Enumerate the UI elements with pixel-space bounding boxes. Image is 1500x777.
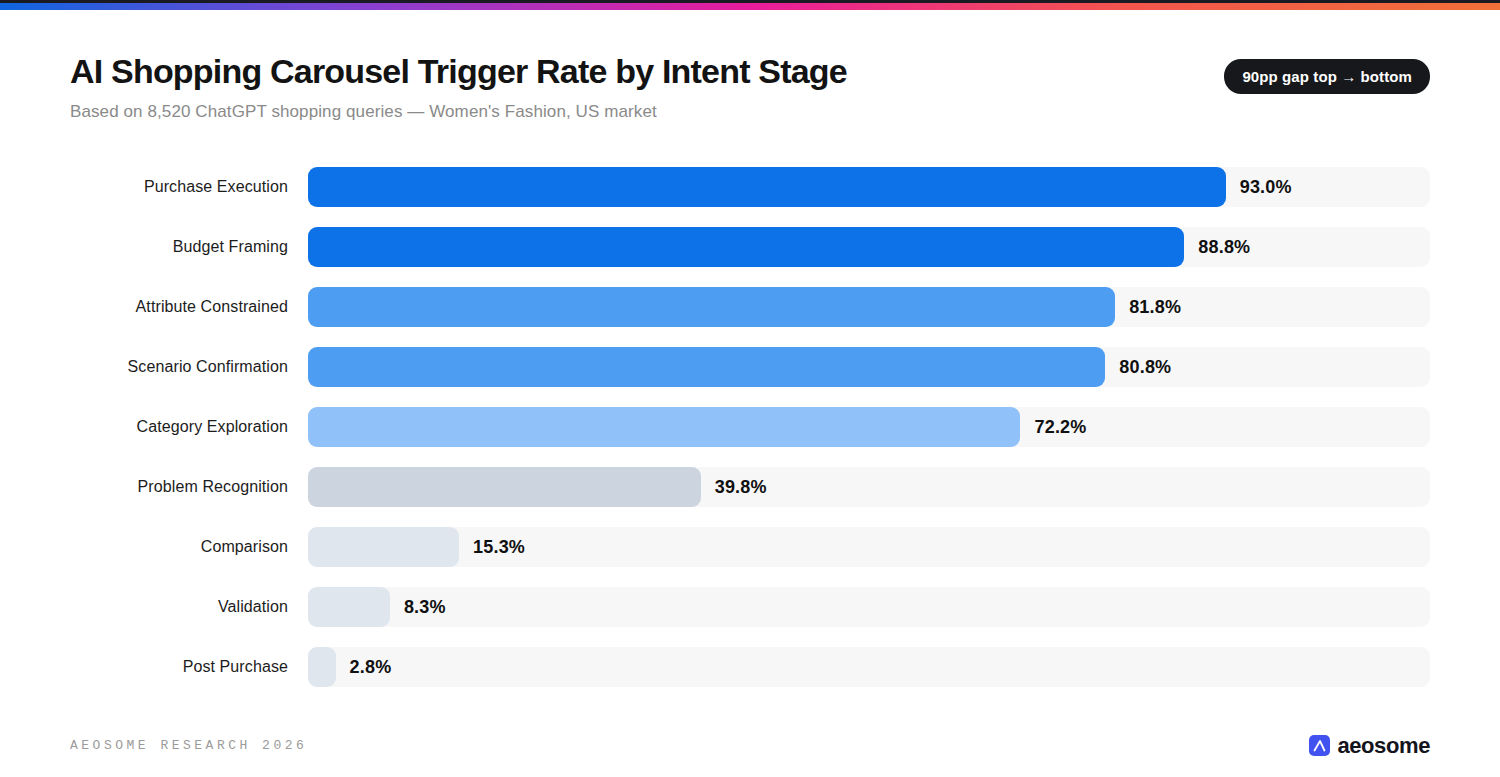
bar (308, 587, 390, 627)
category-label: Attribute Constrained (70, 298, 288, 316)
footer-research-label: AEOSOME RESEARCH 2026 (70, 738, 307, 753)
bar (308, 347, 1105, 387)
header: AI Shopping Carousel Trigger Rate by Int… (70, 52, 1430, 122)
bar-chart: Purchase Execution 93.0% Budget Framing 88.… (70, 167, 1430, 687)
bar-track: 8.3% (308, 587, 1430, 627)
value-label: 93.0% (1240, 177, 1292, 198)
chart-row: Problem Recognition 39.8% (70, 467, 1430, 507)
page-subtitle: Based on 8,520 ChatGPT shopping queries … (70, 102, 847, 122)
chart-row: Post Purchase 2.8% (70, 647, 1430, 687)
category-label: Budget Framing (70, 238, 288, 256)
chart-row: Comparison 15.3% (70, 527, 1430, 567)
bar-track: 88.8% (308, 227, 1430, 267)
gap-badge: 90pp gap top → bottom (1224, 59, 1430, 94)
bar-track: 80.8% (308, 347, 1430, 387)
bar (308, 407, 1020, 447)
bar (308, 647, 336, 687)
footer: AEOSOME RESEARCH 2026 aeosome (70, 735, 1430, 756)
infographic-content: AI Shopping Carousel Trigger Rate by Int… (0, 52, 1500, 756)
bar (308, 527, 459, 567)
bar (308, 467, 701, 507)
bar-track: 15.3% (308, 527, 1430, 567)
brand-wordmark: aeosome (1337, 735, 1430, 756)
bar-track: 2.8% (308, 647, 1430, 687)
brand-logo: aeosome (1309, 735, 1430, 756)
bar (308, 287, 1115, 327)
bar-track: 93.0% (308, 167, 1430, 207)
category-label: Problem Recognition (70, 478, 288, 496)
page-title: AI Shopping Carousel Trigger Rate by Int… (70, 52, 847, 90)
chart-row: Attribute Constrained 81.8% (70, 287, 1430, 327)
category-label: Category Exploration (70, 418, 288, 436)
category-label: Validation (70, 598, 288, 616)
chart-row: Validation 8.3% (70, 587, 1430, 627)
category-label: Scenario Confirmation (70, 358, 288, 376)
bar-track: 81.8% (308, 287, 1430, 327)
bar-track: 39.8% (308, 467, 1430, 507)
value-label: 81.8% (1129, 297, 1181, 318)
category-label: Comparison (70, 538, 288, 556)
chart-row: Budget Framing 88.8% (70, 227, 1430, 267)
value-label: 15.3% (473, 537, 525, 558)
aeosome-logo-icon (1309, 735, 1330, 756)
bar-track: 72.2% (308, 407, 1430, 447)
value-label: 72.2% (1034, 417, 1086, 438)
bar (308, 167, 1226, 207)
chart-row: Category Exploration 72.2% (70, 407, 1430, 447)
value-label: 39.8% (715, 477, 767, 498)
title-block: AI Shopping Carousel Trigger Rate by Int… (70, 52, 847, 122)
value-label: 2.8% (350, 657, 392, 678)
value-label: 8.3% (404, 597, 446, 618)
value-label: 88.8% (1198, 237, 1250, 258)
chart-row: Scenario Confirmation 80.8% (70, 347, 1430, 387)
accent-gradient-bar (0, 3, 1500, 10)
value-label: 80.8% (1119, 357, 1171, 378)
category-label: Post Purchase (70, 658, 288, 676)
bar (308, 227, 1184, 267)
chart-row: Purchase Execution 93.0% (70, 167, 1430, 207)
category-label: Purchase Execution (70, 178, 288, 196)
